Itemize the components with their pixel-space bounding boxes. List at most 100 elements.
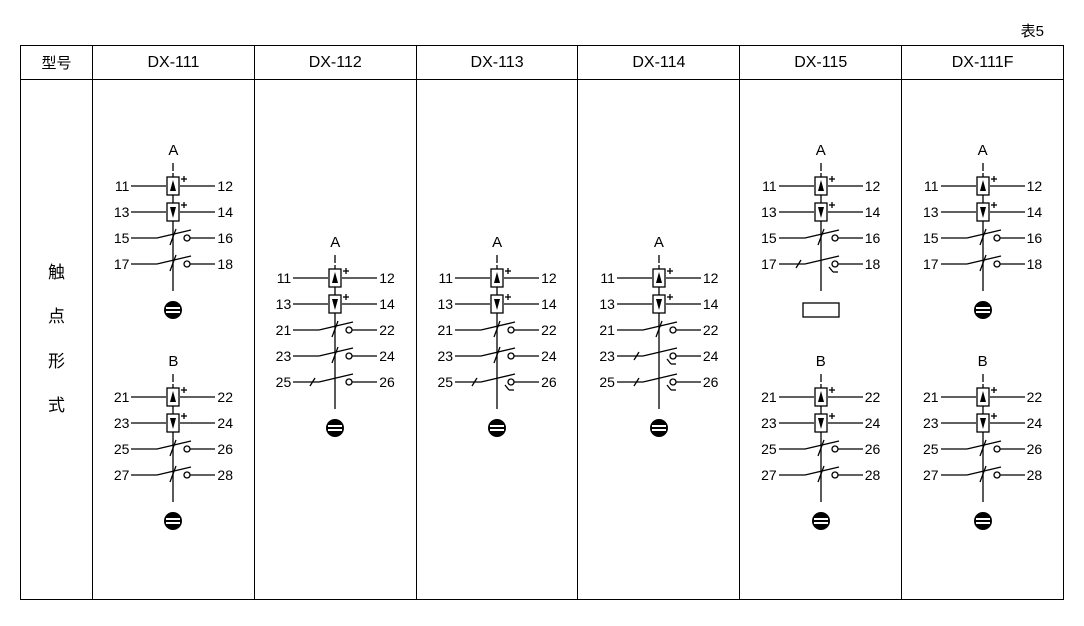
- terminal-right: 24: [701, 348, 727, 364]
- bus-stub: [257, 395, 414, 409]
- ground-icon: [742, 506, 899, 536]
- terminal-left: 11: [105, 178, 131, 194]
- ground-icon: [580, 413, 737, 443]
- schematic-symbol: [941, 384, 1025, 410]
- terminal-right: 12: [701, 270, 727, 286]
- bus-stub: [742, 374, 899, 384]
- bus-stub: [904, 277, 1061, 291]
- schematic-symbol: [131, 225, 215, 251]
- schematic-symbol: [131, 436, 215, 462]
- terminal-left: 21: [591, 322, 617, 338]
- terminal-row: 2526: [904, 436, 1061, 462]
- schematic-symbol: [779, 251, 863, 277]
- terminal-row: 1112: [257, 265, 414, 291]
- schematic-symbol: [779, 225, 863, 251]
- schematic-symbol: [455, 265, 539, 291]
- schematic-symbol: [131, 384, 215, 410]
- terminal-right: 22: [215, 389, 241, 405]
- schematic-symbol: [455, 369, 539, 395]
- group-label: A: [742, 142, 899, 159]
- terminal-right: 16: [1025, 230, 1051, 246]
- terminal-left: 27: [105, 467, 131, 483]
- schematic-symbol: [293, 343, 377, 369]
- terminal-row: 1112: [904, 173, 1061, 199]
- bus-stub: [257, 255, 414, 265]
- cell-3: A11121314212223242526: [578, 80, 740, 600]
- contact-group: B2122232425262728: [742, 353, 899, 536]
- bus-stub: [95, 163, 252, 173]
- schematic-symbol: [293, 317, 377, 343]
- cell-2: A11121314212223242526: [416, 80, 578, 600]
- terminal-row: 2324: [904, 410, 1061, 436]
- group-label: A: [257, 234, 414, 251]
- schematic-symbol: [941, 462, 1025, 488]
- terminal-row: 25 26: [742, 436, 899, 462]
- terminal-left: 25: [591, 374, 617, 390]
- terminal-row: 2324: [257, 343, 414, 369]
- terminal-right: 12: [863, 178, 889, 194]
- contact-group: A11121314212223242526: [257, 234, 414, 443]
- terminal-right: 26: [863, 441, 889, 457]
- ground-icon: [904, 295, 1061, 325]
- schematic-symbol: [131, 199, 215, 225]
- terminal-left: 23: [753, 415, 779, 431]
- group-label: A: [419, 234, 576, 251]
- terminal-left: 25: [267, 374, 293, 390]
- ground-icon: [257, 413, 414, 443]
- table-label: 表5: [20, 20, 1044, 41]
- terminal-row: 2122: [904, 384, 1061, 410]
- terminal-left: 25: [753, 441, 779, 457]
- terminal-left: 13: [267, 296, 293, 312]
- ground-icon: [904, 506, 1061, 536]
- terminal-left: 17: [915, 256, 941, 272]
- bus-stub: [419, 255, 576, 265]
- contact-group: B2122232425262728: [95, 353, 252, 536]
- terminal-row: 11 12: [580, 265, 737, 291]
- col-head-1: DX-112: [254, 46, 416, 80]
- terminal-right: 14: [863, 204, 889, 220]
- bus-stub: [419, 395, 576, 409]
- terminal-row: 1314: [257, 291, 414, 317]
- terminal-right: 26: [701, 374, 727, 390]
- terminal-left: 13: [105, 204, 131, 220]
- header-row: 型号 DX-111 DX-112 DX-113 DX-114 DX-115 DX…: [21, 46, 1064, 80]
- terminal-left: 23: [591, 348, 617, 364]
- schematic-symbol: [941, 410, 1025, 436]
- terminal-left: 25: [105, 441, 131, 457]
- ground-icon: [95, 506, 252, 536]
- terminal-right: 24: [539, 348, 565, 364]
- bus-stub: [580, 255, 737, 265]
- terminal-right: 12: [377, 270, 403, 286]
- terminal-right: 14: [701, 296, 727, 312]
- terminal-left: 17: [753, 256, 779, 272]
- terminal-row: 1718: [742, 251, 899, 277]
- terminal-right: 18: [215, 256, 241, 272]
- terminal-left: 21: [267, 322, 293, 338]
- terminal-right: 14: [539, 296, 565, 312]
- terminal-row: 1314: [580, 291, 737, 317]
- contact-group: A1112131415161718: [904, 142, 1061, 325]
- row-label-char-2: 形: [22, 340, 91, 384]
- terminal-left: 17: [105, 256, 131, 272]
- contact-group: B2122232425262728: [904, 353, 1061, 536]
- terminal-row: 1314: [95, 199, 252, 225]
- terminal-row: 21 22: [580, 317, 737, 343]
- schematic-symbol: [779, 462, 863, 488]
- terminal-row: 2728: [742, 462, 899, 488]
- terminal-left: 23: [429, 348, 455, 364]
- terminal-right: 22: [701, 322, 727, 338]
- terminal-row: 1516: [742, 225, 899, 251]
- cell-5: A1112131415161718B2122232425262728: [902, 80, 1064, 600]
- terminal-left: 27: [753, 467, 779, 483]
- terminal-left: 21: [753, 389, 779, 405]
- bus-stub: [904, 374, 1061, 384]
- terminal-left: 11: [591, 270, 617, 286]
- terminal-row: 1718: [95, 251, 252, 277]
- terminal-row: 2122: [419, 317, 576, 343]
- contact-group: A1112131415161718: [95, 142, 252, 325]
- bus-stub: [95, 488, 252, 502]
- terminal-row: 1314: [742, 199, 899, 225]
- schematic-symbol: [779, 410, 863, 436]
- bus-stub: [95, 277, 252, 291]
- terminal-right: 26: [215, 441, 241, 457]
